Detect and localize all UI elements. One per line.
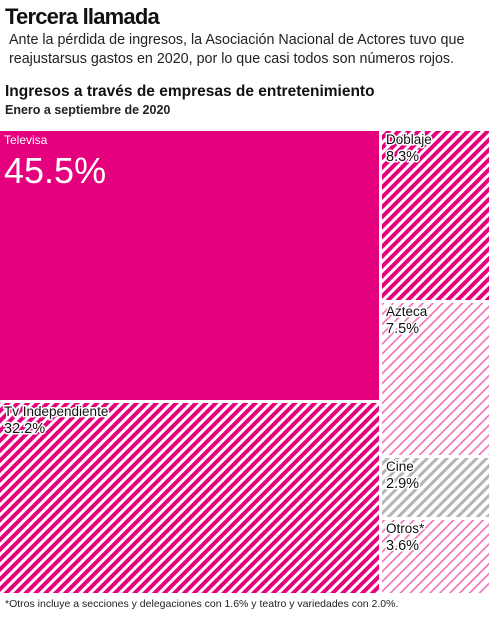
treemap-label-cine: Cine	[386, 459, 414, 474]
treemap-label-doblaje: Doblaje	[386, 132, 432, 147]
treemap-value-doblaje: 8.3%	[386, 149, 419, 165]
treemap-chart: Televisa 45.5% Tv Independiente 32.2% Doblaj…	[0, 131, 489, 593]
treemap-cell-televisa	[0, 131, 379, 400]
treemap-cell-cine	[382, 458, 489, 517]
page-title: Tercera llamada	[5, 4, 160, 29]
treemap-cell-azteca	[382, 303, 489, 455]
treemap-label-tv-independiente: Tv Independiente	[4, 404, 108, 419]
chart-subtitle: Enero a septiembre de 2020	[5, 103, 171, 117]
treemap-value-otros: 3.6%	[386, 538, 419, 554]
treemap-value-tv-independiente: 32.2%	[4, 421, 45, 437]
page-subtitle: Ante la pérdida de ingresos, la Asociaci…	[9, 32, 465, 67]
treemap-cell-otros	[382, 520, 489, 593]
treemap-value-azteca: 7.5%	[386, 321, 419, 337]
treemap-cell-tv-independiente	[0, 403, 379, 593]
treemap-label-televisa: Televisa	[4, 133, 48, 147]
treemap-label-otros: Otros*	[386, 521, 425, 536]
treemap-cell-doblaje	[382, 131, 489, 300]
footnote: *Otros incluye a secciones y delegacione…	[5, 598, 399, 610]
treemap-value-cine: 2.9%	[386, 476, 419, 492]
treemap-label-azteca: Azteca	[386, 304, 428, 319]
chart-title: Ingresos a través de empresas de entrete…	[5, 83, 375, 100]
treemap-value-televisa: 45.5%	[4, 150, 106, 191]
